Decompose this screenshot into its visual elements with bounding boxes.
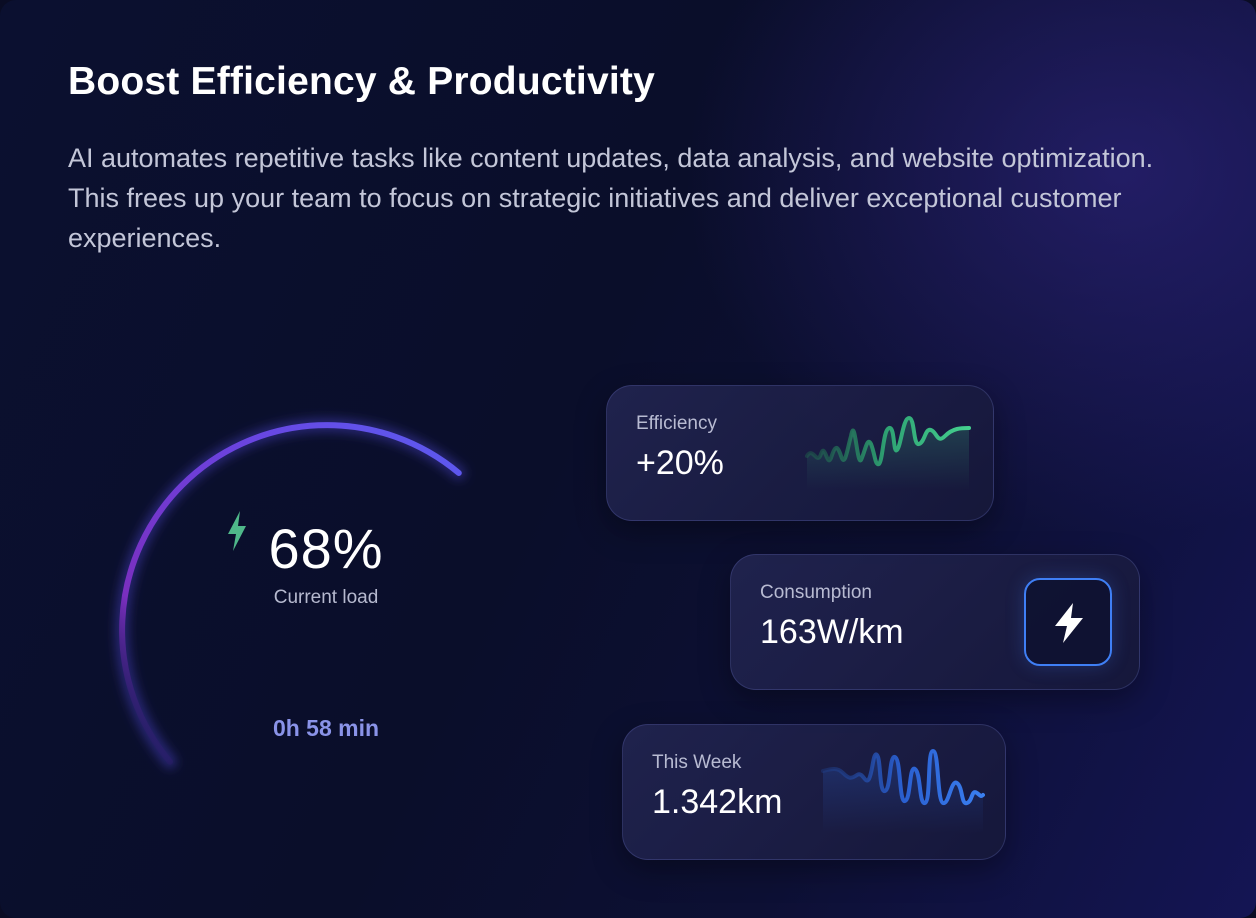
this-week-sparkline-icon	[821, 748, 985, 833]
lightning-bolt-icon	[1055, 603, 1083, 643]
gauge-arc	[119, 422, 462, 765]
current-load-value: 68%	[268, 517, 384, 580]
lightning-bolt-icon	[228, 511, 246, 551]
section-title: Boost Efficiency & Productivity	[68, 60, 655, 103]
time-remaining: 0h 58 min	[272, 715, 380, 741]
this-week-card: This Week 1.342km	[622, 724, 1006, 860]
efficiency-sparkline-icon	[805, 415, 971, 490]
this-week-value: 1.342km	[652, 783, 783, 821]
consumption-card: Consumption 163W/km	[730, 554, 1140, 690]
gauge-arc-graphic	[115, 418, 466, 769]
consumption-bolt-button[interactable]	[1024, 578, 1112, 666]
efficiency-card: Efficiency +20%	[606, 385, 994, 521]
consumption-value: 163W/km	[760, 613, 904, 651]
current-load-label: Current load	[273, 587, 379, 608]
consumption-label: Consumption	[760, 582, 872, 603]
efficiency-label: Efficiency	[636, 413, 717, 434]
load-gauge: 68% Current load 0h 58 min	[100, 405, 560, 825]
section-description: AI automates repetitive tasks like conte…	[68, 143, 1154, 253]
efficiency-value: +20%	[636, 444, 724, 482]
this-week-label: This Week	[652, 752, 742, 773]
